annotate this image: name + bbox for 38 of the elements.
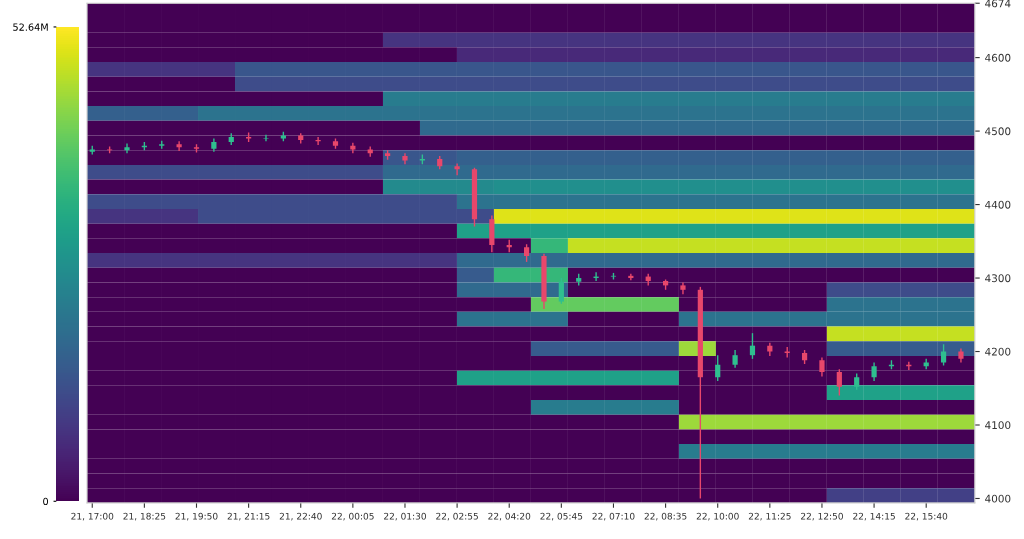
color-bar-label: 52.64M (13, 23, 48, 31)
x-tick-label: 22, 00:05 (331, 512, 374, 521)
y-tick-label: 4100 (985, 421, 1011, 430)
x-tick-label: 21, 19:50 (175, 512, 218, 521)
candlestick (819, 356, 825, 378)
candlestick (176, 140, 182, 152)
candlestick (454, 162, 460, 176)
x-tick-label: 22, 04:20 (488, 512, 531, 521)
x-tick-label: 22, 11:25 (748, 512, 791, 521)
candlestick (871, 361, 877, 382)
y-tick-label: 4200 (985, 347, 1011, 356)
candlestick (749, 332, 756, 360)
candlestick (940, 343, 947, 367)
x-tick-label: 22, 08:35 (644, 512, 687, 521)
x-tick-label: 22, 15:40 (905, 512, 948, 521)
x-tick-label: 21, 18:25 (123, 512, 166, 521)
y-tick-label: 4500 (985, 127, 1011, 136)
x-tick-label: 22, 12:50 (801, 512, 843, 521)
y-tick-label: 4300 (985, 274, 1011, 283)
y-tick-label: 4674 (985, 0, 1011, 8)
x-tick-label: 22, 10:00 (696, 512, 739, 521)
x-tick-label: 22, 01:30 (384, 512, 427, 521)
x-tick-label: 21, 22:40 (279, 512, 322, 521)
candlestick (836, 368, 842, 397)
candlestick (124, 142, 130, 154)
x-tick-label: 22, 02:55 (436, 512, 478, 521)
color-bar-label: 0 (43, 497, 49, 506)
candlestick (402, 152, 408, 165)
x-tick-label: 22, 05:45 (540, 512, 583, 521)
candlestick (558, 277, 564, 305)
candlestick (715, 354, 721, 382)
x-tick-label: 22, 14:15 (853, 512, 895, 521)
y-tick-label: 4000 (985, 494, 1011, 503)
x-tick-label: 21, 17:00 (71, 512, 114, 521)
y-tick-label: 4600 (985, 53, 1011, 62)
y-tick-label: 4400 (985, 200, 1011, 209)
x-tick-label: 21, 21:15 (227, 512, 270, 521)
x-tick-label: 22, 07:10 (592, 512, 635, 521)
